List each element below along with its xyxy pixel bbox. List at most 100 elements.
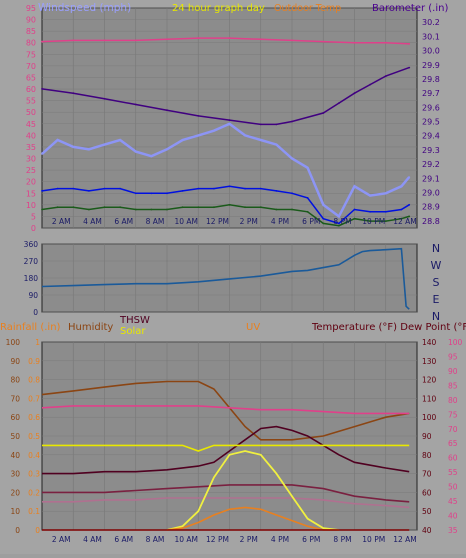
x-tick-label: 10 PM bbox=[362, 217, 385, 226]
series-solar bbox=[42, 444, 410, 452]
baro-tick-label: 29.3 bbox=[422, 146, 440, 155]
data-point bbox=[88, 148, 90, 151]
wind-tick-label: 25 bbox=[26, 166, 36, 175]
data-point bbox=[322, 40, 325, 43]
data-point bbox=[166, 148, 168, 151]
data-point bbox=[213, 129, 215, 132]
data-point bbox=[306, 166, 309, 169]
data-point bbox=[306, 210, 309, 213]
x-tick-label: 12 AM bbox=[393, 217, 417, 226]
humidity-tick-label: 60 bbox=[10, 413, 20, 422]
rain-tick-label: 0.5 bbox=[28, 432, 40, 441]
rain-tick-label: 0 bbox=[35, 526, 40, 535]
data-point bbox=[41, 153, 43, 155]
series-temperature bbox=[42, 484, 410, 503]
humidity-tick-label: 50 bbox=[10, 432, 20, 441]
temp-tick-label: 90 bbox=[422, 432, 432, 441]
temp-tick-label: 110 bbox=[422, 394, 437, 403]
x-tick-label: 2 PM bbox=[240, 217, 258, 226]
data-point bbox=[228, 203, 231, 206]
wind-tick-label: 60 bbox=[26, 85, 36, 94]
thsw-title: THSW bbox=[119, 315, 150, 326]
dewpoint-tick-label: 45 bbox=[448, 497, 458, 506]
data-point bbox=[150, 208, 153, 211]
data-point bbox=[353, 208, 356, 211]
wind-tick-label: 95 bbox=[26, 4, 36, 13]
data-point bbox=[338, 224, 340, 227]
x-tick-label: 8 AM bbox=[146, 217, 165, 226]
data-point bbox=[322, 217, 325, 220]
series-dew-point bbox=[42, 497, 410, 509]
wind-tick-label: 15 bbox=[26, 189, 36, 198]
x-tick-label: 6 AM bbox=[114, 535, 133, 544]
data-point bbox=[134, 39, 137, 42]
wind-tick-label: 70 bbox=[26, 62, 36, 71]
indoor-temp-title: Outdoor Temp bbox=[274, 3, 341, 14]
data-point bbox=[72, 187, 75, 190]
rain-tick-label: 0.9 bbox=[28, 357, 40, 366]
rain-tick-label: 1 bbox=[35, 338, 40, 347]
wind-tick-label: 75 bbox=[26, 50, 36, 59]
data-point bbox=[322, 203, 325, 206]
x-tick-label: 6 AM bbox=[114, 217, 133, 226]
data-point bbox=[228, 122, 231, 125]
dewpoint-tick-label: 65 bbox=[448, 439, 458, 448]
baro-tick-label: 29.6 bbox=[422, 103, 440, 112]
dewpoint-tick-label: 90 bbox=[448, 367, 458, 376]
data-point bbox=[134, 103, 137, 106]
data-point bbox=[119, 187, 121, 190]
data-point bbox=[181, 190, 184, 192]
data-point bbox=[166, 192, 168, 195]
baro-tick-label: 28.9 bbox=[422, 203, 440, 212]
data-point bbox=[384, 41, 387, 44]
data-point bbox=[400, 217, 403, 220]
data-point bbox=[197, 115, 200, 117]
data-point bbox=[197, 37, 200, 39]
data-point bbox=[384, 192, 387, 195]
data-point bbox=[322, 222, 325, 225]
x-tick-label: 4 PM bbox=[271, 535, 289, 544]
wind-tick-label: 0 bbox=[31, 224, 36, 233]
data-point bbox=[291, 120, 293, 123]
baro-tick-label: 30.0 bbox=[422, 47, 440, 56]
data-point bbox=[338, 215, 340, 218]
baro-tick-label: 29.0 bbox=[422, 189, 440, 198]
x-tick-label: 2 AM bbox=[52, 217, 71, 226]
wind-tick-label: 45 bbox=[26, 120, 36, 129]
uv-title: UV bbox=[246, 322, 260, 333]
data-point bbox=[119, 139, 121, 141]
data-point bbox=[197, 134, 200, 137]
data-point bbox=[244, 134, 247, 137]
data-point bbox=[213, 206, 215, 209]
data-point bbox=[408, 215, 411, 218]
direction-tick-label: 180 bbox=[24, 274, 39, 283]
temp-tick-label: 120 bbox=[422, 376, 437, 385]
x-tick-label: 4 PM bbox=[271, 217, 289, 226]
x-tick-label: 12 PM bbox=[206, 217, 229, 226]
data-point bbox=[400, 208, 403, 211]
data-point bbox=[41, 88, 43, 90]
data-point bbox=[103, 206, 106, 209]
data-point bbox=[408, 203, 411, 206]
dewpoint-tick-label: 50 bbox=[448, 483, 458, 492]
baro-tick-label: 29.8 bbox=[422, 75, 440, 84]
data-point bbox=[213, 187, 215, 190]
data-point bbox=[134, 208, 137, 211]
wind-tick-label: 65 bbox=[26, 73, 36, 82]
data-point bbox=[369, 83, 371, 86]
data-point bbox=[166, 109, 168, 112]
dewpoint-tick-label: 60 bbox=[448, 454, 458, 463]
series-wind-direction bbox=[41, 247, 410, 310]
data-point bbox=[72, 206, 75, 209]
temp-tick-label: 130 bbox=[422, 357, 437, 366]
rain-tick-label: 0.2 bbox=[28, 488, 40, 497]
dewpoint-tick-label: 100 bbox=[448, 338, 463, 347]
humidity-tick-label: 90 bbox=[10, 357, 20, 366]
data-point bbox=[103, 39, 106, 42]
data-point bbox=[228, 185, 231, 188]
data-point bbox=[56, 139, 59, 141]
dewpoint-tick-label: 55 bbox=[448, 468, 458, 477]
baro-tick-label: 29.7 bbox=[422, 89, 440, 98]
x-tick-label: 10 AM bbox=[174, 535, 198, 544]
wind-tick-label: 55 bbox=[26, 97, 36, 106]
